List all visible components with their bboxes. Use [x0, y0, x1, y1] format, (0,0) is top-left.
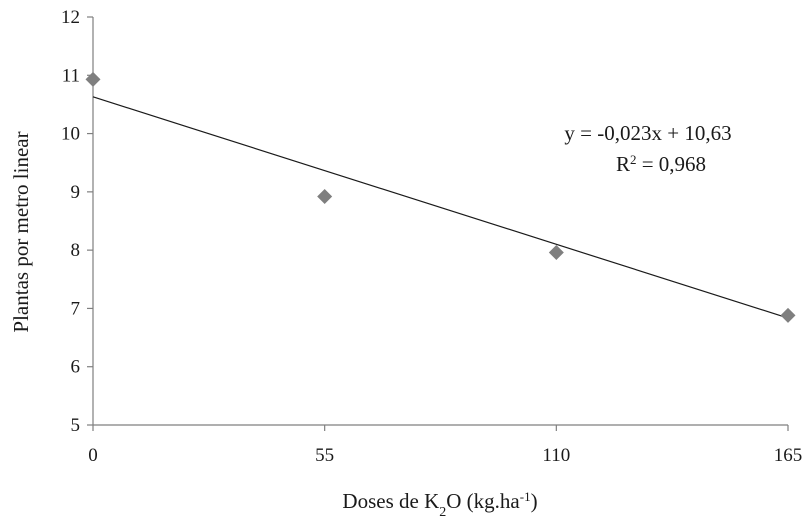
axes — [92, 17, 788, 426]
y-tick-label: 6 — [71, 357, 81, 378]
x-tick-label: 0 — [88, 445, 98, 466]
y-tick-label: 8 — [71, 240, 81, 261]
x-axis-title-prefix: Doses de K — [342, 489, 439, 513]
trend-line — [92, 96, 789, 319]
data-point — [780, 307, 796, 323]
r2-prefix: R — [616, 152, 630, 176]
y-tick-label: 9 — [71, 182, 81, 203]
trendline-equation: y = -0,023x + 10,63 — [564, 121, 731, 145]
data-points — [85, 71, 796, 323]
r2-superscript: 2 — [630, 152, 637, 167]
data-point — [548, 244, 564, 260]
y-tick-label: 7 — [71, 298, 81, 319]
trendline-r-squared: R2 = 0,968 — [616, 152, 706, 177]
x-tick-label: 55 — [315, 445, 334, 466]
y-tick-label: 12 — [61, 7, 80, 28]
x-tick-label: 110 — [542, 445, 570, 466]
y-axis-title: Plantas por metro linear — [9, 131, 33, 332]
y-tick-label: 11 — [62, 65, 80, 86]
y-tick-label: 10 — [61, 124, 80, 145]
x-axis-title: Doses de K2O (kg.ha-1) — [342, 489, 537, 519]
x-axis-title-subscript: 2 — [439, 505, 446, 519]
x-axis-title-superscript: -1 — [520, 489, 531, 504]
data-point — [85, 71, 101, 87]
x-ticks: 0 55 110 165 — [88, 425, 802, 466]
y-ticks: 5 6 7 8 9 10 11 12 — [61, 7, 93, 436]
x-tick-label: 165 — [774, 445, 803, 466]
r2-value: = 0,968 — [636, 152, 706, 176]
data-point — [317, 189, 333, 205]
y-tick-label: 5 — [71, 415, 81, 436]
x-axis-title-suffix: ) — [531, 489, 538, 513]
x-axis-title-middle: O (kg.ha — [446, 489, 520, 513]
